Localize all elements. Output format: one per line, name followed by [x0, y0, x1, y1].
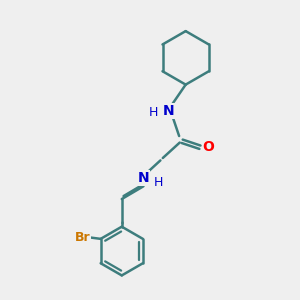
Text: H: H [154, 176, 164, 189]
Text: N: N [138, 171, 149, 185]
Text: O: O [202, 140, 214, 154]
Text: Br: Br [74, 231, 90, 244]
Text: H: H [149, 106, 159, 119]
Text: N: N [163, 104, 175, 118]
